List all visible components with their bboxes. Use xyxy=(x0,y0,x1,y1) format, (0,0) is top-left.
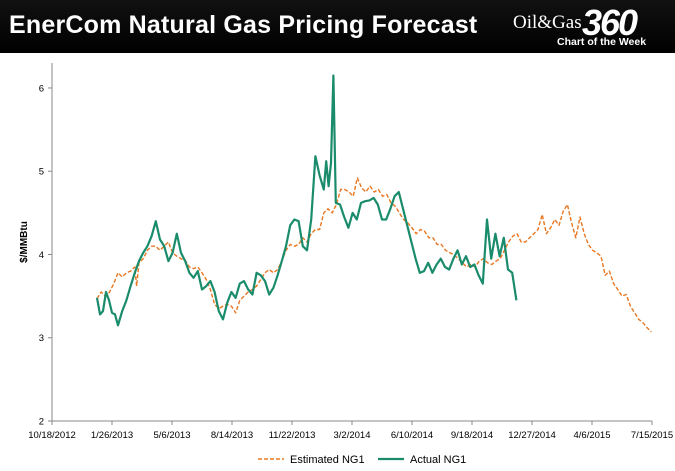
y-axis-label: $/MMBtu xyxy=(19,221,30,263)
x-tick-label: 4/6/2015 xyxy=(574,430,611,441)
line-chart: 2 3 4 5 6 10/18/2012 1/26/2013 5/6/2013 8/14/201… xyxy=(19,63,673,466)
series-layer xyxy=(95,74,652,333)
x-tick-label: 7/15/2015 xyxy=(631,430,673,441)
chart-legend: Estimated NG1 Actual NG1 xyxy=(258,454,466,466)
x-tick-label: 11/22/2013 xyxy=(269,430,316,441)
series-line-actual-ng1 xyxy=(95,74,518,327)
x-tick-label: 1/26/2013 xyxy=(91,430,133,441)
x-tick-label: 12/27/2014 xyxy=(508,430,556,441)
y-tick-label: 5 xyxy=(39,167,44,178)
chart-axes: 2 3 4 5 6 10/18/2012 1/26/2013 5/6/2013 8/14/201… xyxy=(19,63,673,441)
logo-number: 360 xyxy=(582,2,638,43)
chart-header: EnerCom Natural Gas Pricing Forecast Oil… xyxy=(0,0,675,53)
y-tick-label: 2 xyxy=(39,417,44,428)
y-tick-label: 4 xyxy=(39,250,44,261)
legend-label: Estimated NG1 xyxy=(290,454,365,466)
chart-title: EnerCom Natural Gas Pricing Forecast xyxy=(9,11,478,39)
logo-brand: Oil&Gas xyxy=(513,12,582,33)
x-tick-label: 10/18/2012 xyxy=(28,430,76,441)
legend-label: Actual NG1 xyxy=(410,454,466,466)
series-line-estimated-ng1 xyxy=(96,177,652,333)
x-tick-label: 6/10/2014 xyxy=(391,430,433,441)
logo-tagline: Chart of the Week xyxy=(557,36,647,48)
y-tick-label: 3 xyxy=(39,333,44,344)
x-tick-label: 5/6/2013 xyxy=(154,430,191,441)
x-tick-label: 8/14/2013 xyxy=(211,430,253,441)
x-tick-label: 9/18/2014 xyxy=(451,430,493,441)
oilgas360-logo: Oil&Gas 360 Chart of the Week xyxy=(513,2,663,51)
x-tick-label: 3/2/2014 xyxy=(334,430,371,441)
y-tick-label: 6 xyxy=(39,83,44,94)
